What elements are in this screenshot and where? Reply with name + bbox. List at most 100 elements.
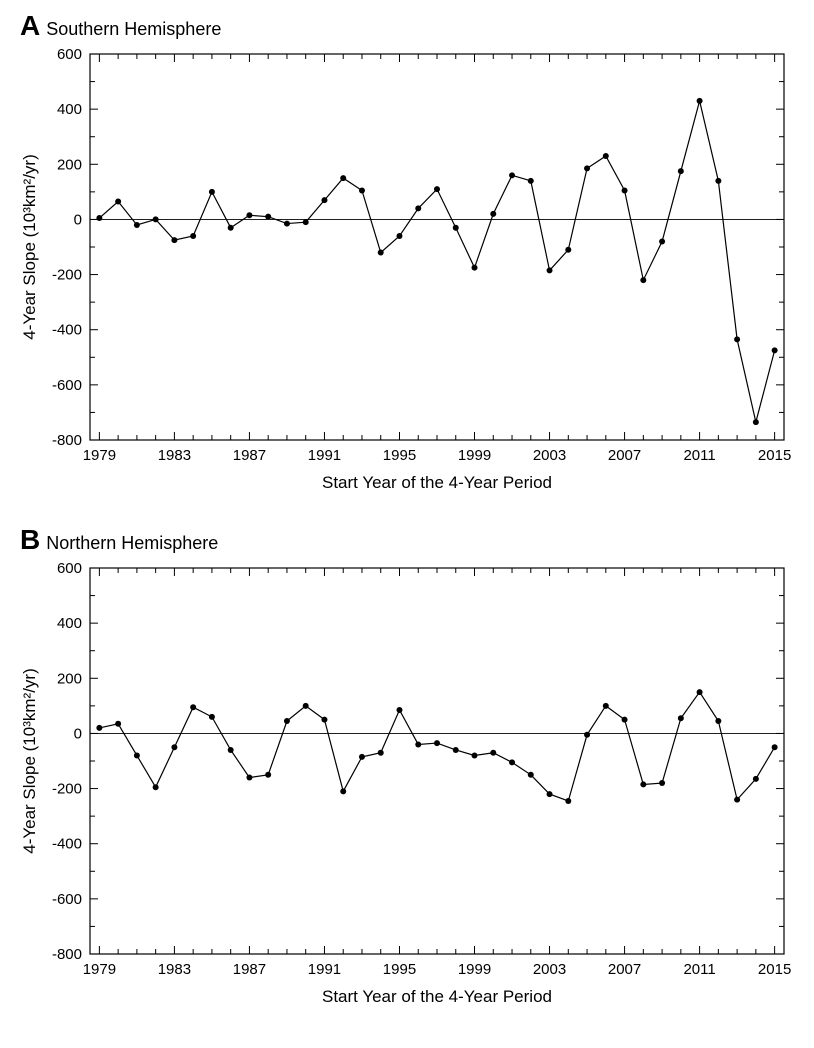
data-point	[378, 750, 384, 756]
series-line	[99, 101, 774, 422]
data-point	[584, 732, 590, 738]
y-tick-label: 600	[57, 560, 82, 577]
data-point	[190, 704, 196, 710]
data-point	[228, 225, 234, 231]
data-point	[284, 718, 290, 724]
data-point	[246, 775, 252, 781]
data-point	[340, 788, 346, 794]
y-axis-title: 4-Year Slope (10³km²/yr)	[20, 154, 39, 340]
data-point	[697, 689, 703, 695]
x-tick-label: 2015	[758, 961, 791, 978]
data-point	[153, 784, 159, 790]
data-point	[490, 211, 496, 217]
x-axis-title: Start Year of the 4-Year Period	[322, 473, 552, 492]
data-point	[246, 212, 252, 218]
data-point	[359, 754, 365, 760]
data-point	[622, 187, 628, 193]
data-point	[284, 221, 290, 227]
data-point	[565, 798, 571, 804]
y-tick-label: -400	[52, 322, 82, 339]
data-point	[415, 205, 421, 211]
data-point	[528, 772, 534, 778]
data-point	[509, 172, 515, 178]
y-tick-label: 200	[57, 670, 82, 687]
x-tick-label: 1983	[158, 447, 191, 464]
data-point	[547, 267, 553, 273]
data-point	[584, 165, 590, 171]
data-point	[753, 776, 759, 782]
data-point	[115, 721, 121, 727]
data-point	[115, 199, 121, 205]
data-point	[715, 718, 721, 724]
data-point	[547, 791, 553, 797]
data-point	[434, 186, 440, 192]
data-point	[528, 178, 534, 184]
x-tick-label: 1979	[83, 447, 116, 464]
panel-title: Northern Hemisphere	[46, 533, 218, 554]
y-tick-label: 200	[57, 156, 82, 173]
data-point	[134, 222, 140, 228]
panel-letter: B	[20, 524, 40, 556]
data-point	[209, 189, 215, 195]
x-tick-label: 2015	[758, 447, 791, 464]
data-point	[490, 750, 496, 756]
data-point	[640, 781, 646, 787]
data-point	[153, 216, 159, 222]
data-point	[209, 714, 215, 720]
y-axis-title: 4-Year Slope (10³km²/yr)	[20, 668, 39, 854]
y-tick-label: -800	[52, 946, 82, 963]
panel-header: B Northern Hemisphere	[20, 524, 804, 556]
y-tick-label: -200	[52, 781, 82, 798]
y-tick-label: -800	[52, 432, 82, 449]
y-tick-label: -600	[52, 891, 82, 908]
series-line	[99, 692, 774, 801]
data-point	[659, 238, 665, 244]
x-axis-title: Start Year of the 4-Year Period	[322, 987, 552, 1006]
data-point	[228, 747, 234, 753]
x-tick-label: 1999	[458, 961, 491, 978]
x-tick-label: 1995	[383, 447, 416, 464]
data-point	[603, 703, 609, 709]
data-point	[715, 178, 721, 184]
y-tick-label: 0	[74, 725, 82, 742]
x-tick-label: 1979	[83, 961, 116, 978]
data-point	[396, 233, 402, 239]
data-point	[96, 215, 102, 221]
data-point	[396, 707, 402, 713]
data-point	[265, 772, 271, 778]
data-point	[453, 747, 459, 753]
data-point	[565, 247, 571, 253]
x-tick-label: 2007	[608, 447, 641, 464]
x-tick-label: 1991	[308, 961, 341, 978]
data-point	[659, 780, 665, 786]
x-tick-label: 2003	[533, 447, 566, 464]
data-point	[772, 744, 778, 750]
y-tick-label: 0	[74, 211, 82, 228]
data-point	[134, 752, 140, 758]
x-tick-label: 2011	[683, 961, 715, 978]
data-point	[697, 98, 703, 104]
chart-svg: 1979198319871991199519992003200720112015…	[10, 558, 804, 1018]
data-point	[603, 153, 609, 159]
data-point	[678, 168, 684, 174]
panel-letter: A	[20, 10, 40, 42]
chart-wrap: 1979198319871991199519992003200720112015…	[10, 558, 804, 1018]
chart-panel-b: BNorthern Hemisphere19791983198719911995…	[10, 524, 804, 1018]
data-point	[415, 741, 421, 747]
data-point	[753, 419, 759, 425]
data-point	[434, 740, 440, 746]
data-point	[640, 277, 646, 283]
data-point	[734, 797, 740, 803]
data-point	[509, 759, 515, 765]
panel-title: Southern Hemisphere	[46, 19, 221, 40]
data-point	[734, 336, 740, 342]
y-tick-label: 600	[57, 46, 82, 63]
data-point	[303, 703, 309, 709]
data-point	[96, 725, 102, 731]
chart-wrap: 1979198319871991199519992003200720112015…	[10, 44, 804, 504]
data-point	[472, 752, 478, 758]
x-tick-label: 1995	[383, 961, 416, 978]
x-tick-label: 1987	[233, 961, 266, 978]
data-point	[378, 250, 384, 256]
data-point	[772, 347, 778, 353]
